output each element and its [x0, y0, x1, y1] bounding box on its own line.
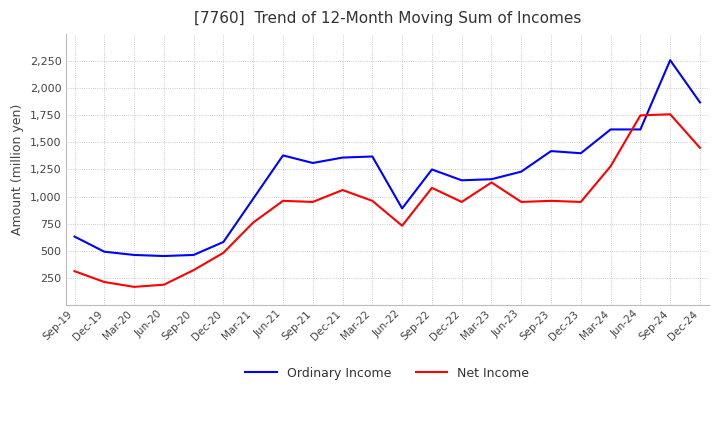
Ordinary Income: [279, 153, 287, 158]
Net Income: [160, 282, 168, 287]
Ordinary Income: [428, 167, 436, 172]
Ordinary Income: [70, 234, 78, 239]
Net Income: [308, 199, 317, 205]
Net Income: [100, 279, 109, 285]
Ordinary Income: [457, 178, 466, 183]
Net Income: [487, 180, 496, 185]
Net Income: [249, 220, 258, 225]
Ordinary Income: [308, 160, 317, 165]
Net Income: [606, 164, 615, 169]
Net Income: [368, 198, 377, 203]
Line: Ordinary Income: Ordinary Income: [74, 60, 700, 256]
Net Income: [577, 199, 585, 205]
Ordinary Income: [219, 239, 228, 245]
Net Income: [130, 284, 138, 290]
Ordinary Income: [100, 249, 109, 254]
Legend: Ordinary Income, Net Income: Ordinary Income, Net Income: [240, 362, 534, 385]
Net Income: [189, 268, 198, 273]
Net Income: [696, 145, 704, 150]
Ordinary Income: [517, 169, 526, 174]
Net Income: [428, 185, 436, 191]
Ordinary Income: [546, 148, 555, 154]
Net Income: [636, 113, 644, 118]
Ordinary Income: [398, 206, 407, 211]
Net Income: [70, 268, 78, 274]
Net Income: [666, 112, 675, 117]
Ordinary Income: [577, 150, 585, 156]
Ordinary Income: [636, 127, 644, 132]
Ordinary Income: [160, 253, 168, 259]
Ordinary Income: [338, 155, 347, 160]
Net Income: [457, 199, 466, 205]
Ordinary Income: [130, 252, 138, 257]
Net Income: [279, 198, 287, 203]
Net Income: [398, 223, 407, 228]
Net Income: [338, 187, 347, 193]
Net Income: [219, 250, 228, 256]
Y-axis label: Amount (million yen): Amount (million yen): [11, 104, 24, 235]
Net Income: [517, 199, 526, 205]
Ordinary Income: [696, 100, 704, 105]
Ordinary Income: [606, 127, 615, 132]
Ordinary Income: [487, 176, 496, 182]
Title: [7760]  Trend of 12-Month Moving Sum of Incomes: [7760] Trend of 12-Month Moving Sum of I…: [194, 11, 581, 26]
Ordinary Income: [249, 196, 258, 202]
Line: Net Income: Net Income: [74, 114, 700, 287]
Net Income: [546, 198, 555, 203]
Ordinary Income: [189, 252, 198, 257]
Ordinary Income: [368, 154, 377, 159]
Ordinary Income: [666, 58, 675, 63]
